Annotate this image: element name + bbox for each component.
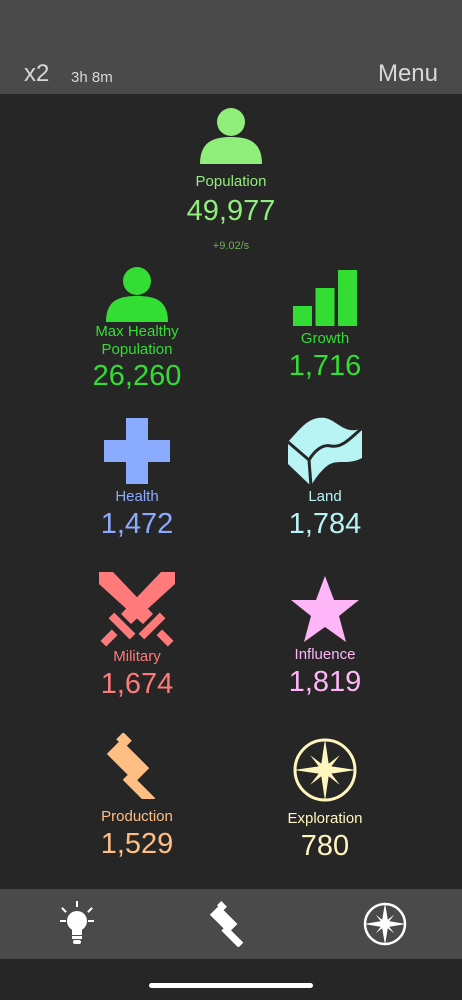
crossed-swords-icon <box>99 572 175 647</box>
stat-growth: Growth 1,716 <box>225 268 425 383</box>
person-icon <box>106 267 168 322</box>
bar-chart-icon <box>293 270 357 326</box>
terrain-icon <box>287 417 364 486</box>
health-label: Health <box>115 488 159 505</box>
population-label: Population <box>195 173 267 190</box>
production-label: Production <box>101 808 173 825</box>
max-healthy-label-line1: Max Healthy <box>95 323 179 340</box>
lightbulb-icon[interactable] <box>54 901 100 947</box>
growth-label: Growth <box>300 330 350 347</box>
population-value: 49,977 <box>186 195 276 227</box>
military-label: Military <box>113 648 161 665</box>
production-value: 1,529 <box>100 828 174 860</box>
growth-value: 1,716 <box>288 350 362 382</box>
stat-production: Production 1,529 <box>37 733 237 861</box>
hammer-icon[interactable] <box>208 901 254 947</box>
land-value: 1,784 <box>288 508 362 540</box>
stat-influence: Influence 1,819 <box>225 574 425 699</box>
stat-health: Health 1,472 <box>37 418 237 541</box>
exploration-label: Exploration <box>287 810 363 827</box>
stat-land: Land 1,784 <box>225 414 425 541</box>
influence-label: Influence <box>294 646 356 663</box>
stat-military: Military 1,674 <box>37 570 237 701</box>
max-healthy-label-line2: Population <box>101 341 173 358</box>
compass-icon[interactable] <box>362 901 408 947</box>
person-icon <box>200 108 262 164</box>
home-indicator <box>149 983 313 988</box>
stat-population: Population 49,977 <box>131 107 331 228</box>
land-label: Land <box>308 488 342 505</box>
menu-button[interactable]: Menu <box>377 60 438 87</box>
hammer-icon <box>106 733 156 799</box>
influence-value: 1,819 <box>288 666 362 698</box>
population-rate: +9.02/s <box>212 240 250 252</box>
stat-max-healthy-population: Max Healthy Population 26,260 <box>37 266 237 393</box>
exploration-value: 780 <box>300 830 350 862</box>
game-speed[interactable]: x2 <box>24 60 50 87</box>
bottom-nav <box>0 889 462 959</box>
compass-icon <box>293 738 357 802</box>
max-healthy-value: 26,260 <box>92 360 182 392</box>
elapsed-time: 3h 8m <box>71 69 113 86</box>
military-value: 1,674 <box>100 668 174 700</box>
star-icon <box>291 576 359 642</box>
plus-cross-icon <box>104 418 170 484</box>
stat-exploration: Exploration 780 <box>225 737 425 863</box>
top-bar: x2 3h 8m Menu <box>0 0 462 94</box>
health-value: 1,472 <box>100 508 174 540</box>
